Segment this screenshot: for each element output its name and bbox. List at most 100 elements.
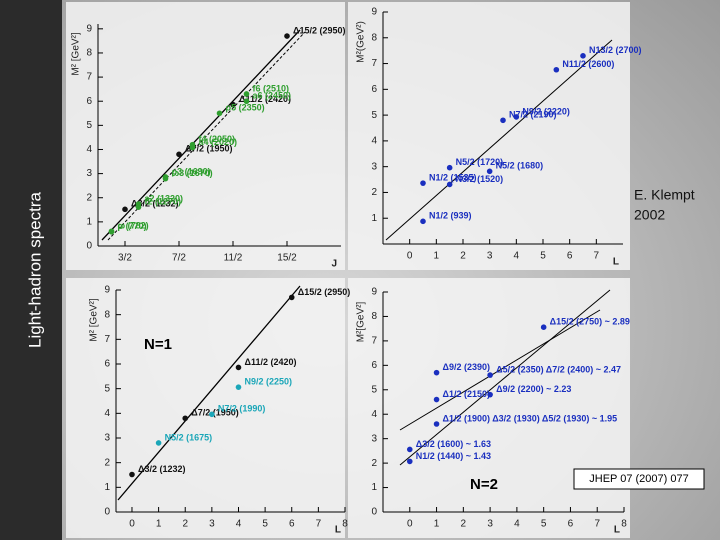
annotation: JHEP 07 (2007) 077 [589, 473, 688, 485]
point-label: a2 (1320) [145, 193, 184, 203]
x-tick-label: 2 [460, 251, 466, 262]
x-tick-label: 3 [487, 251, 493, 262]
point-label: Δ15/2 (2950) [298, 287, 351, 297]
point [182, 415, 189, 422]
point-label: N9/2 (2250) [244, 377, 292, 387]
point-label: Δ1/2 (2150) [443, 389, 491, 399]
x-tick-label: 2 [182, 519, 188, 530]
x-tick-label: 7 [316, 519, 322, 530]
point [209, 411, 215, 418]
x-tick-label: 1 [434, 251, 440, 262]
y-tick-label: 9 [371, 7, 377, 18]
annotation: 2002 [634, 207, 665, 223]
point-label: Δ9/2 (2200) ~ 2.23 [496, 384, 571, 394]
point [486, 168, 493, 175]
y-tick-label: 3 [104, 433, 110, 444]
point-label: Δ15/2 (2750) ~ 2.89 [550, 317, 630, 327]
point-label: Δ5/2 (2350) Δ7/2 (2400) ~ 2.47 [496, 364, 621, 374]
point-label: a4 (2020) [199, 137, 238, 147]
x-tick-label: 5 [541, 519, 547, 530]
point [243, 91, 250, 97]
x-tick-label: 4 [236, 519, 242, 530]
y-tick-label: 7 [86, 72, 92, 83]
point [176, 151, 182, 158]
y-tick-label: 9 [86, 23, 92, 34]
point-label: ω3 (1670) [172, 168, 213, 178]
point-label: N9/2 (2220) [522, 106, 570, 116]
trajectory [399, 309, 601, 431]
side-bar [0, 0, 62, 540]
point [433, 396, 440, 403]
trajectory [101, 29, 301, 241]
y-tick-label: 4 [371, 409, 377, 420]
y-tick-label: 7 [104, 334, 110, 345]
y-tick-label: 4 [104, 408, 110, 419]
y-tick-label: 5 [371, 110, 377, 121]
point [108, 228, 115, 235]
y-tick-label: 2 [86, 192, 92, 203]
x-tick-label: 3/2 [118, 253, 132, 264]
point-label: ρ3 (1690) [172, 166, 211, 176]
y-tick-label: 9 [371, 287, 377, 298]
x-tick-label: 8 [621, 519, 627, 530]
point-label: ω (782) [118, 221, 149, 231]
point-label: N1/2 (939) [429, 211, 472, 221]
point-label: f2 (1270) [145, 197, 182, 207]
x-tick-label: 6 [568, 519, 574, 530]
x-axis-label: J [331, 259, 337, 270]
x-axis-label: L [613, 257, 619, 268]
y-tick-label: 0 [86, 241, 92, 252]
y-tick-label: 3 [371, 161, 377, 172]
annotation: E. Klempt [634, 187, 695, 203]
x-tick-label: 15/2 [277, 253, 297, 264]
y-tick-label: 0 [104, 507, 110, 518]
x-tick-label: 0 [407, 519, 413, 530]
x-tick-label: 3 [487, 519, 493, 530]
point-label: Δ9/2 (2390) [443, 362, 491, 372]
point [284, 33, 290, 39]
point [580, 53, 586, 59]
point-label: N3/2 (1520) [456, 174, 504, 184]
y-axis-label: M² [GeV²] [89, 298, 100, 342]
point-label: Δ3/2 (1600) ~ 1.63 [416, 439, 491, 449]
x-tick-label: 6 [567, 251, 573, 262]
x-tick-label: 8 [342, 519, 348, 530]
point [288, 294, 295, 301]
point-label: N11/2 (2600) [562, 59, 614, 69]
panel [348, 2, 630, 270]
point [235, 384, 242, 390]
y-tick-label: 1 [371, 213, 377, 224]
point-label: N5/2 (1680) [496, 161, 544, 171]
x-tick-label: 3 [209, 519, 215, 530]
y-tick-label: 0 [371, 507, 377, 518]
point-label: N1/2 (1440) ~ 1.43 [416, 451, 491, 461]
x-tick-label: 4 [514, 519, 520, 530]
point [553, 66, 560, 73]
point [540, 324, 547, 331]
x-tick-label: 7 [594, 519, 600, 530]
point-label: ρ (770) [118, 221, 147, 231]
point [446, 164, 453, 171]
point-label: Δ11/2 (2420) [239, 94, 291, 104]
point-label: Δ7/2 (1950) [191, 408, 239, 418]
y-axis-label: M² [GeV²] [71, 32, 82, 76]
y-tick-label: 8 [86, 48, 92, 59]
reference-box [573, 468, 705, 490]
y-tick-label: 5 [104, 383, 110, 394]
point-label: N5/2 (1720) [456, 157, 504, 167]
y-tick-label: 2 [104, 457, 110, 468]
point [487, 391, 493, 398]
point [129, 471, 135, 478]
x-tick-label: 7 [594, 251, 600, 262]
annotation: N=2 [470, 476, 498, 493]
point-label: N7/2 (1990) [218, 404, 266, 414]
point-label: Δ15/2 (2950) [293, 25, 346, 35]
point [162, 174, 169, 180]
y-tick-label: 7 [371, 336, 377, 347]
point [446, 181, 453, 188]
y-tick-label: 9 [104, 285, 110, 296]
point-label: N7/2 (2190) [509, 110, 557, 120]
point-label: Δ3/2 (1232) [138, 464, 186, 474]
point [406, 446, 413, 453]
